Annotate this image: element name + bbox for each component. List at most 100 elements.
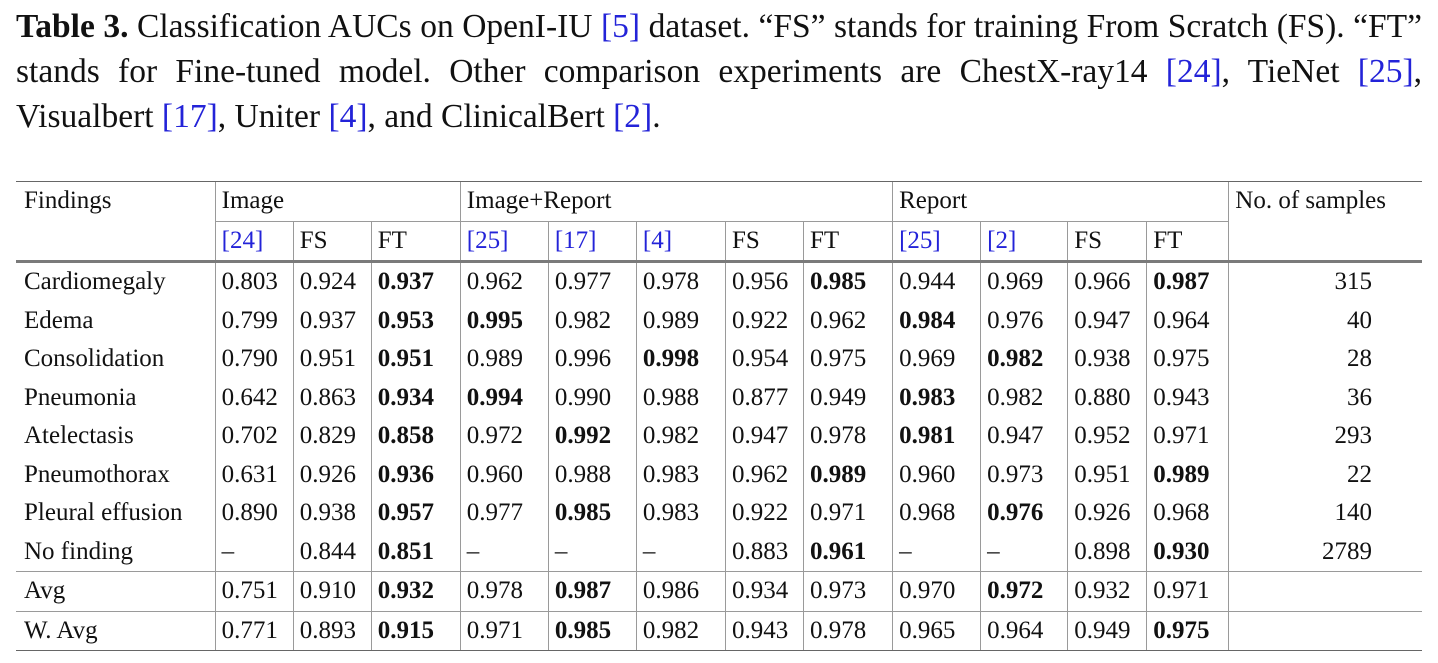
auc-cell: – <box>635 532 726 572</box>
auc-cell: 0.880 <box>1067 378 1147 417</box>
auc-cell: 0.893 <box>292 610 372 651</box>
auc-cell: 0.976 <box>980 494 1068 533</box>
citation-column-header[interactable]: [4] <box>635 220 726 262</box>
auc-cell: 0.978 <box>803 417 893 456</box>
table-row: W. Avg 0.771 0.893 0.915 0.971 0.985 0.982 0.94… <box>16 610 1422 651</box>
auc-cell: 0.982 <box>635 610 726 651</box>
citation-link[interactable]: [24] <box>1165 53 1222 90</box>
auc-cell: 0.961 <box>803 532 893 572</box>
auc-cell: 0.968 <box>892 494 981 533</box>
samples-cell: 293 <box>1228 417 1422 456</box>
citation-link[interactable]: [5] <box>600 8 641 45</box>
samples-cell: 2789 <box>1228 532 1422 572</box>
citation-link[interactable]: [17] <box>161 98 218 135</box>
auc-cell: 0.858 <box>370 417 461 456</box>
citation-column-header[interactable]: [25] <box>892 220 981 262</box>
auc-cell: 0.971 <box>1146 417 1229 456</box>
auc-cell: 0.996 <box>547 340 637 379</box>
caption-text: , Uniter <box>217 98 329 135</box>
table-header-row: Findings Image Image+Report Report No. o… <box>16 181 1422 262</box>
column-header: FS <box>1067 220 1147 262</box>
auc-cell: 0.803 <box>214 260 294 302</box>
auc-cell: 0.934 <box>724 571 804 611</box>
samples-header: No. of samples <box>1228 181 1422 262</box>
citation-link[interactable]: [25] <box>1357 53 1414 90</box>
auc-cell: 0.943 <box>724 610 804 651</box>
report-group-header: Report <box>892 181 1229 221</box>
auc-cell: 0.937 <box>292 301 372 340</box>
auc-cell: 0.982 <box>547 301 637 340</box>
table-row: Avg 0.751 0.910 0.932 0.978 0.987 0.986 0.934 0.… <box>16 571 1422 611</box>
auc-cell: 0.915 <box>370 610 461 651</box>
samples-cell <box>1228 571 1422 611</box>
auc-cell: 0.972 <box>459 417 549 456</box>
auc-cell: 0.962 <box>803 301 893 340</box>
finding-label: Avg <box>16 571 216 611</box>
auc-cell: 0.969 <box>892 340 981 379</box>
citation-column-header[interactable]: [17] <box>547 220 637 262</box>
image-group-header: Image <box>214 181 461 221</box>
samples-cell: 22 <box>1228 455 1422 494</box>
auc-cell: 0.975 <box>1146 610 1229 651</box>
auc-cell: 0.924 <box>292 260 372 302</box>
auc-cell: 0.990 <box>547 378 637 417</box>
auc-cell: – <box>980 532 1068 572</box>
caption-text: , and ClinicalBert <box>367 98 614 135</box>
auc-cell: 0.922 <box>724 301 804 340</box>
citation-link[interactable]: [2] <box>613 98 653 135</box>
auc-cell: 0.970 <box>892 571 981 611</box>
auc-cell: 0.877 <box>724 378 804 417</box>
auc-cell: 0.964 <box>980 610 1068 651</box>
column-header: FS <box>724 220 804 262</box>
auc-cell: 0.932 <box>370 571 461 611</box>
samples-cell: 140 <box>1228 494 1422 533</box>
auc-cell: 0.954 <box>724 340 804 379</box>
table-row: No finding –0.844 0.851– – –0.883 0.961– –0.89… <box>16 532 1422 572</box>
auc-cell: 0.829 <box>292 417 372 456</box>
auc-cell: 0.975 <box>1146 340 1229 379</box>
auc-cell: 0.947 <box>980 417 1068 456</box>
auc-cell: 0.960 <box>892 455 981 494</box>
citation-column-header[interactable]: [2] <box>980 220 1068 262</box>
auc-cell: 0.989 <box>635 301 726 340</box>
auc-cell: 0.969 <box>980 260 1068 302</box>
finding-label: Pleural effusion <box>24 499 183 527</box>
table-row: Atelectasis 0.702 0.829 0.858 0.972 0.992 0.98… <box>16 417 1422 456</box>
finding-label: Pneumonia <box>24 383 137 411</box>
table-row: Pneumonia 0.642 0.863 0.934 0.994 0.990 0.988 0… <box>16 378 1422 417</box>
auc-cell: 0.982 <box>635 417 726 456</box>
finding-label: W. Avg <box>16 610 216 651</box>
citation-column-header[interactable]: [24] <box>214 220 294 262</box>
column-header: FS <box>292 220 372 262</box>
auc-cell: 0.971 <box>459 610 549 651</box>
auc-cell: 0.944 <box>892 260 981 302</box>
findings-header: Findings <box>16 181 216 262</box>
auc-cell: 0.883 <box>724 532 804 572</box>
finding-label: Atelectasis <box>24 422 134 450</box>
caption-text: Classification AUCs on OpenI-IU <box>128 8 601 45</box>
auc-cell: 0.947 <box>1067 301 1147 340</box>
auc-cell: 0.949 <box>803 378 893 417</box>
caption-text: , TieNet <box>1221 53 1358 90</box>
auc-cell: 0.957 <box>370 494 461 533</box>
auc-cell: 0.983 <box>892 378 981 417</box>
caption-text: dataset. “FS” stands for training From S… <box>16 8 1423 90</box>
auc-cell: 0.926 <box>292 455 372 494</box>
auc-cell: 0.702 <box>214 417 294 456</box>
caption-text: , Visualbert <box>16 53 1422 135</box>
auc-cell: 0.984 <box>892 301 981 340</box>
auc-cell: 0.985 <box>547 494 637 533</box>
column-header: FT <box>370 220 461 262</box>
auc-cell: 0.965 <box>892 610 981 651</box>
citation-link[interactable]: [4] <box>328 98 368 135</box>
finding-label: Cardiomegaly <box>16 260 216 302</box>
auc-cell: 0.960 <box>459 455 549 494</box>
auc-cell: 0.982 <box>980 378 1068 417</box>
auc-cell: 0.972 <box>980 571 1068 611</box>
auc-cell: 0.937 <box>370 260 461 302</box>
citation-column-header[interactable]: [25] <box>459 220 549 262</box>
image-report-group-header: Image+Report <box>459 181 893 221</box>
auc-cell: 0.995 <box>459 301 549 340</box>
auc-cell: – <box>459 532 549 572</box>
auc-cell: 0.988 <box>547 455 637 494</box>
